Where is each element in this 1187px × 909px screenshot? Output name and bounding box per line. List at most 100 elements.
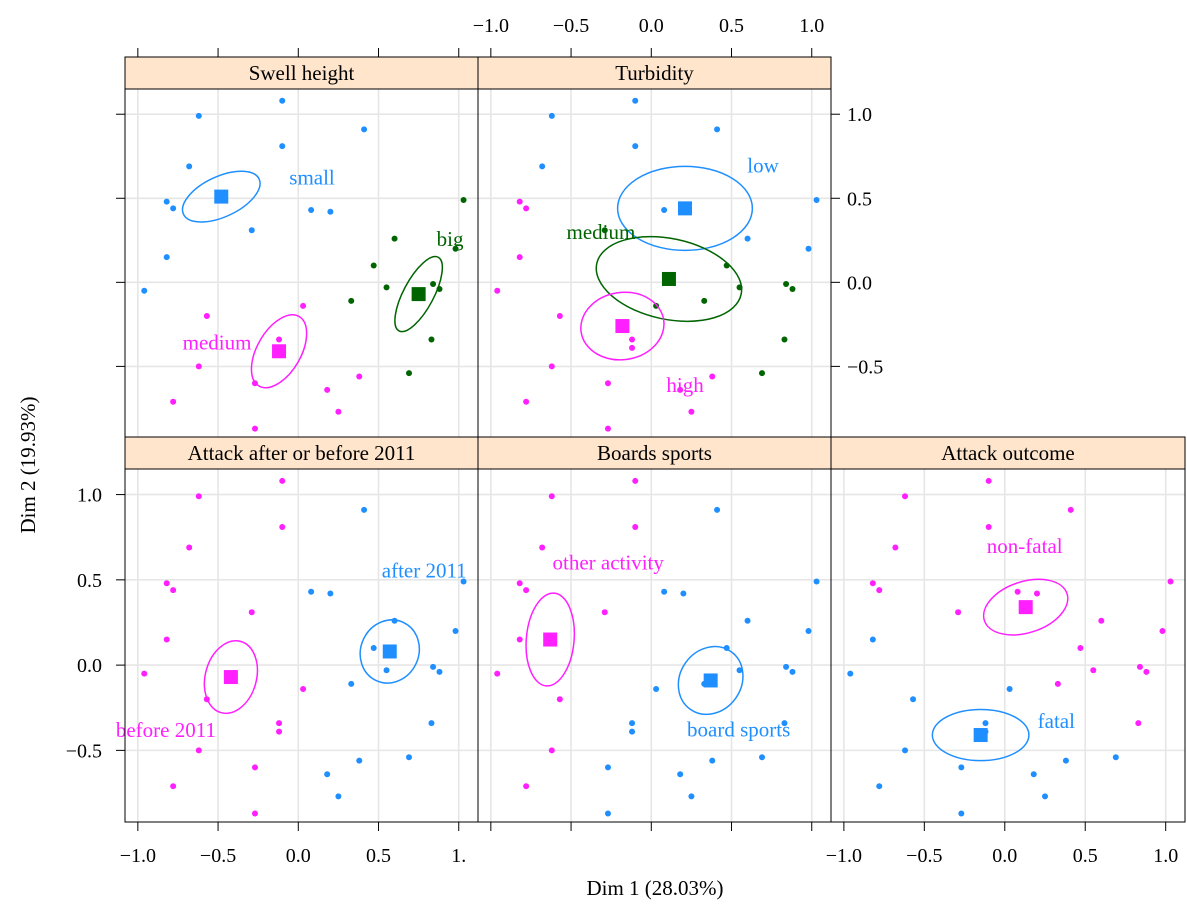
panel-3: after 2011 before 2011 Attack after or bef… bbox=[116, 436, 479, 823]
data-point bbox=[783, 281, 790, 288]
data-point bbox=[348, 297, 355, 304]
group-label: fatal bbox=[1038, 709, 1075, 733]
data-point bbox=[279, 523, 286, 530]
data-point bbox=[163, 636, 170, 643]
data-point bbox=[902, 493, 909, 500]
data-point bbox=[876, 783, 883, 790]
confidence-ellipse bbox=[359, 619, 421, 684]
data-point bbox=[279, 477, 286, 484]
data-point bbox=[1054, 680, 1061, 687]
data-point bbox=[406, 370, 413, 377]
data-point bbox=[170, 398, 177, 405]
data-point bbox=[276, 336, 283, 343]
data-point bbox=[186, 163, 193, 170]
data-point bbox=[805, 245, 812, 252]
y-tick-label: 0.5 bbox=[77, 570, 102, 592]
group-label: medium bbox=[567, 220, 636, 244]
data-point bbox=[523, 205, 530, 212]
data-point bbox=[186, 544, 193, 551]
panel-border bbox=[477, 88, 832, 438]
data-point bbox=[661, 207, 668, 214]
data-point bbox=[985, 523, 992, 530]
data-point bbox=[170, 587, 177, 594]
data-point bbox=[736, 667, 743, 674]
confidence-ellipse bbox=[616, 165, 754, 252]
data-point bbox=[604, 810, 611, 817]
data-point bbox=[324, 386, 331, 393]
confidence-ellipse bbox=[677, 645, 744, 716]
group-center-marker bbox=[223, 670, 238, 685]
group-label: high bbox=[666, 373, 704, 397]
data-point bbox=[428, 720, 435, 727]
data-point bbox=[1033, 590, 1040, 597]
data-point bbox=[516, 636, 523, 643]
panel-2: low medium high Turbidity bbox=[477, 56, 832, 438]
y-tick-label: 1.0 bbox=[77, 485, 102, 507]
data-point bbox=[759, 370, 766, 377]
data-point bbox=[548, 747, 555, 754]
group-label: other activity bbox=[553, 551, 665, 575]
x-tick-label: −0.5 bbox=[200, 845, 236, 867]
group-label: non-fatal bbox=[987, 534, 1063, 558]
data-point bbox=[604, 764, 611, 771]
group-label: medium bbox=[183, 330, 252, 354]
data-point bbox=[523, 398, 530, 405]
data-point bbox=[677, 771, 684, 778]
data-point bbox=[759, 754, 766, 761]
x-tick-label: −0.5 bbox=[553, 15, 589, 37]
data-point bbox=[680, 590, 687, 597]
data-point bbox=[539, 544, 546, 551]
confidence-ellipse bbox=[525, 592, 576, 687]
data-point bbox=[195, 112, 202, 119]
x-tick-label: 0.0 bbox=[992, 845, 1017, 867]
group-center-marker bbox=[973, 728, 988, 743]
data-point bbox=[629, 336, 636, 343]
data-point bbox=[248, 609, 255, 616]
data-point bbox=[744, 617, 751, 624]
data-point bbox=[985, 477, 992, 484]
data-point bbox=[1136, 663, 1143, 670]
data-point bbox=[436, 668, 443, 675]
group-center-marker bbox=[411, 287, 426, 302]
data-point bbox=[327, 208, 334, 215]
panel-strip bbox=[830, 436, 1186, 470]
data-point bbox=[876, 587, 883, 594]
confidence-ellipse bbox=[203, 640, 259, 715]
data-point bbox=[335, 408, 342, 415]
y-tick-label: −0.5 bbox=[66, 740, 102, 762]
data-point bbox=[892, 544, 899, 551]
data-point bbox=[556, 312, 563, 319]
data-point bbox=[813, 578, 820, 585]
data-point bbox=[556, 696, 563, 703]
data-point bbox=[709, 757, 716, 764]
data-point bbox=[714, 126, 721, 133]
data-point bbox=[629, 720, 636, 727]
data-point bbox=[982, 720, 989, 727]
data-point bbox=[494, 287, 501, 294]
data-point bbox=[1143, 668, 1150, 675]
y-tick-label: 0.0 bbox=[77, 655, 102, 677]
panel-border bbox=[124, 468, 479, 823]
data-point bbox=[688, 793, 695, 800]
data-point bbox=[869, 580, 876, 587]
data-point bbox=[847, 670, 854, 677]
confidence-ellipse bbox=[931, 708, 1030, 762]
data-point bbox=[428, 336, 435, 343]
data-point bbox=[430, 663, 437, 670]
data-point bbox=[195, 493, 202, 500]
group-center-marker bbox=[677, 201, 692, 216]
data-point bbox=[632, 523, 639, 530]
group-label: big bbox=[437, 227, 464, 251]
data-point bbox=[195, 747, 202, 754]
data-point bbox=[601, 609, 608, 616]
data-point bbox=[744, 235, 751, 242]
data-point bbox=[406, 754, 413, 761]
data-point bbox=[661, 588, 668, 595]
group-center-marker bbox=[543, 632, 558, 647]
group-center-marker bbox=[382, 644, 397, 659]
data-point bbox=[279, 97, 286, 104]
data-point bbox=[276, 728, 283, 735]
data-point bbox=[170, 783, 177, 790]
group-center-marker bbox=[703, 673, 718, 688]
